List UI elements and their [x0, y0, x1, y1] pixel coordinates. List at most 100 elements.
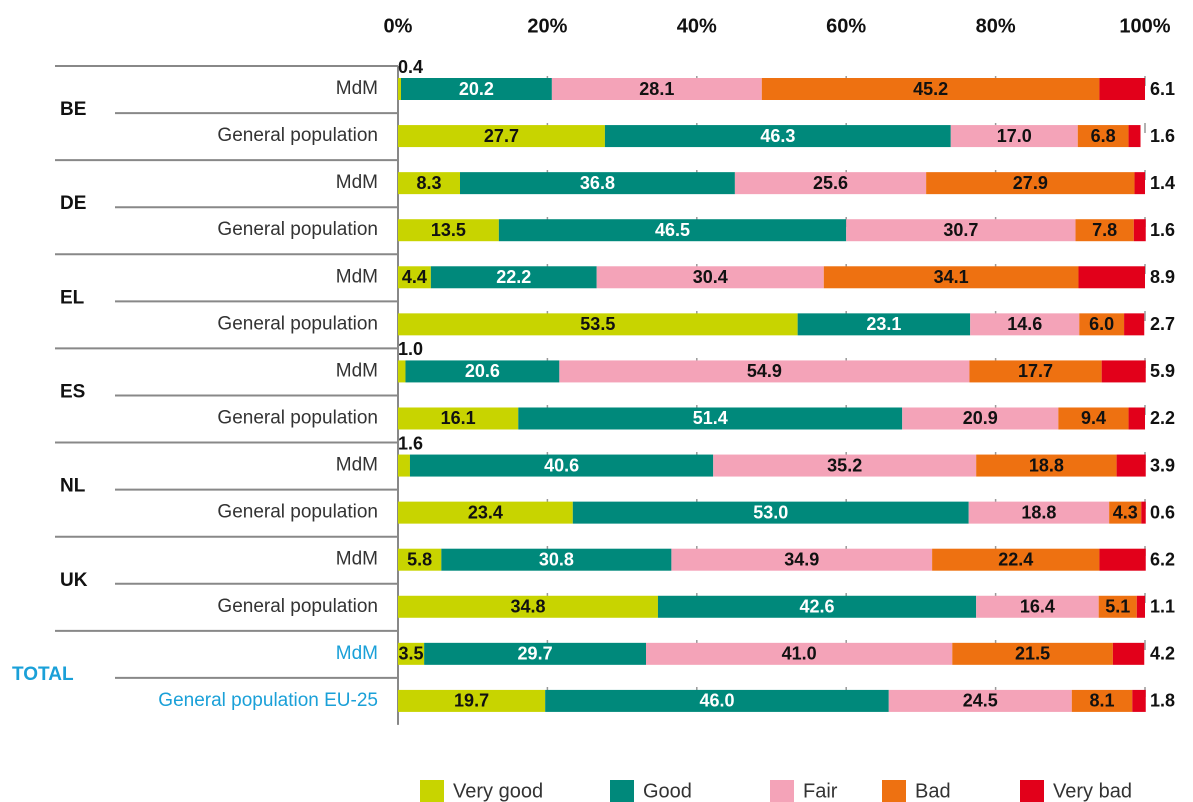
value-label: 7.8: [1092, 220, 1117, 240]
legend-swatch: [420, 780, 444, 802]
legend-swatch: [610, 780, 634, 802]
row-label: MdM: [336, 78, 378, 99]
value-label: 53.5: [580, 314, 615, 334]
value-label: 17.0: [997, 126, 1032, 146]
value-label: 21.5: [1015, 644, 1050, 664]
x-tick-label: 60%: [826, 15, 866, 37]
value-label: 1.4: [1150, 173, 1175, 193]
value-label: 2.7: [1150, 314, 1175, 334]
value-label: 6.0: [1089, 314, 1114, 334]
value-label: 5.9: [1150, 361, 1175, 381]
bar-segment: [902, 407, 1059, 430]
value-label: 8.3: [416, 173, 441, 193]
bar-segment: [734, 172, 927, 195]
legend-swatch: [1020, 780, 1044, 802]
bar-segment: [460, 172, 735, 195]
bar-segment: [398, 78, 401, 100]
row-label: MdM: [336, 266, 378, 287]
value-label: 14.6: [1007, 314, 1042, 334]
bar-segment: [398, 360, 406, 383]
bar-segment: [952, 642, 1113, 665]
bar-segment: [518, 407, 903, 430]
bar-segment: [1099, 548, 1146, 571]
value-label: 4.4: [402, 267, 427, 287]
bar-segment: [1079, 313, 1125, 336]
bar-segment: [976, 595, 1099, 618]
bar-segment: [398, 548, 442, 571]
value-label: 27.9: [1013, 173, 1048, 193]
value-label: 53.0: [753, 502, 788, 522]
value-label: 4.2: [1150, 644, 1175, 664]
row-label: General population: [217, 125, 378, 146]
value-label: 20.2: [459, 79, 494, 99]
bar-segment: [1128, 407, 1145, 430]
value-label: 46.5: [655, 220, 690, 240]
group-label: NL: [60, 476, 86, 497]
value-label: 1.6: [1150, 220, 1175, 240]
row-label: MdM: [336, 643, 378, 664]
bar-segment: [1128, 125, 1141, 148]
x-tick-label: 80%: [976, 15, 1016, 37]
bar-segment: [545, 689, 889, 712]
legend-label: Very good: [453, 780, 543, 802]
x-tick-label: 100%: [1119, 15, 1170, 37]
row-label: General population: [217, 408, 378, 429]
value-label: 46.0: [699, 691, 734, 711]
value-label: 27.7: [484, 126, 519, 146]
value-label: 20.9: [963, 408, 998, 428]
bar-segment: [646, 642, 953, 665]
value-label: 45.2: [913, 79, 948, 99]
value-label: 30.8: [539, 549, 574, 569]
value-label: 5.1: [1105, 597, 1130, 617]
bar-segment: [926, 172, 1135, 195]
legend-swatch: [770, 780, 794, 802]
bar-segment: [405, 360, 560, 383]
value-label: 46.3: [760, 126, 795, 146]
bar-segment: [823, 266, 1079, 289]
value-label: 29.7: [518, 644, 553, 664]
bar-segment: [1078, 266, 1145, 289]
group-label: DE: [60, 193, 86, 214]
row-label: General population: [217, 219, 378, 240]
bar-segment: [398, 219, 499, 242]
row-label: General population EU-25: [158, 690, 378, 711]
bar-segment: [398, 125, 605, 148]
bar-segment: [976, 454, 1117, 477]
bar-segment: [596, 266, 824, 289]
legend-label: Very bad: [1053, 780, 1132, 802]
bar-segment: [888, 689, 1072, 712]
value-label: 28.1: [639, 79, 674, 99]
bar-segment: [1101, 360, 1146, 383]
x-tick-label: 20%: [527, 15, 567, 37]
bar-segment: [409, 454, 714, 477]
bar-segment: [1058, 407, 1129, 430]
bar-segment: [1109, 501, 1142, 524]
value-label: 6.2: [1150, 549, 1175, 569]
bar-segment: [1075, 219, 1134, 242]
value-label: 0.6: [1150, 502, 1175, 522]
bar-segment: [398, 689, 546, 712]
bar-segment: [1124, 313, 1145, 336]
bar-segment: [424, 642, 647, 665]
value-label: 8.9: [1150, 267, 1175, 287]
value-label: 19.7: [454, 691, 489, 711]
bar-segment: [970, 313, 1080, 336]
legend-swatch: [882, 780, 906, 802]
value-label: 23.4: [468, 502, 503, 522]
bar-segment: [1136, 595, 1145, 618]
value-label: 5.8: [407, 549, 432, 569]
bar-segment: [604, 125, 951, 148]
value-label: 25.6: [813, 173, 848, 193]
value-label: 17.7: [1018, 361, 1053, 381]
group-label: UK: [60, 570, 88, 591]
value-label: 22.2: [496, 267, 531, 287]
row-label: MdM: [336, 549, 378, 570]
value-label: 34.9: [784, 549, 819, 569]
value-label: 13.5: [431, 220, 466, 240]
bar-segment: [498, 219, 847, 242]
value-label: 35.2: [827, 455, 862, 475]
bar-segment: [657, 595, 977, 618]
value-label: 34.1: [934, 267, 969, 287]
value-label: 3.5: [399, 644, 424, 664]
